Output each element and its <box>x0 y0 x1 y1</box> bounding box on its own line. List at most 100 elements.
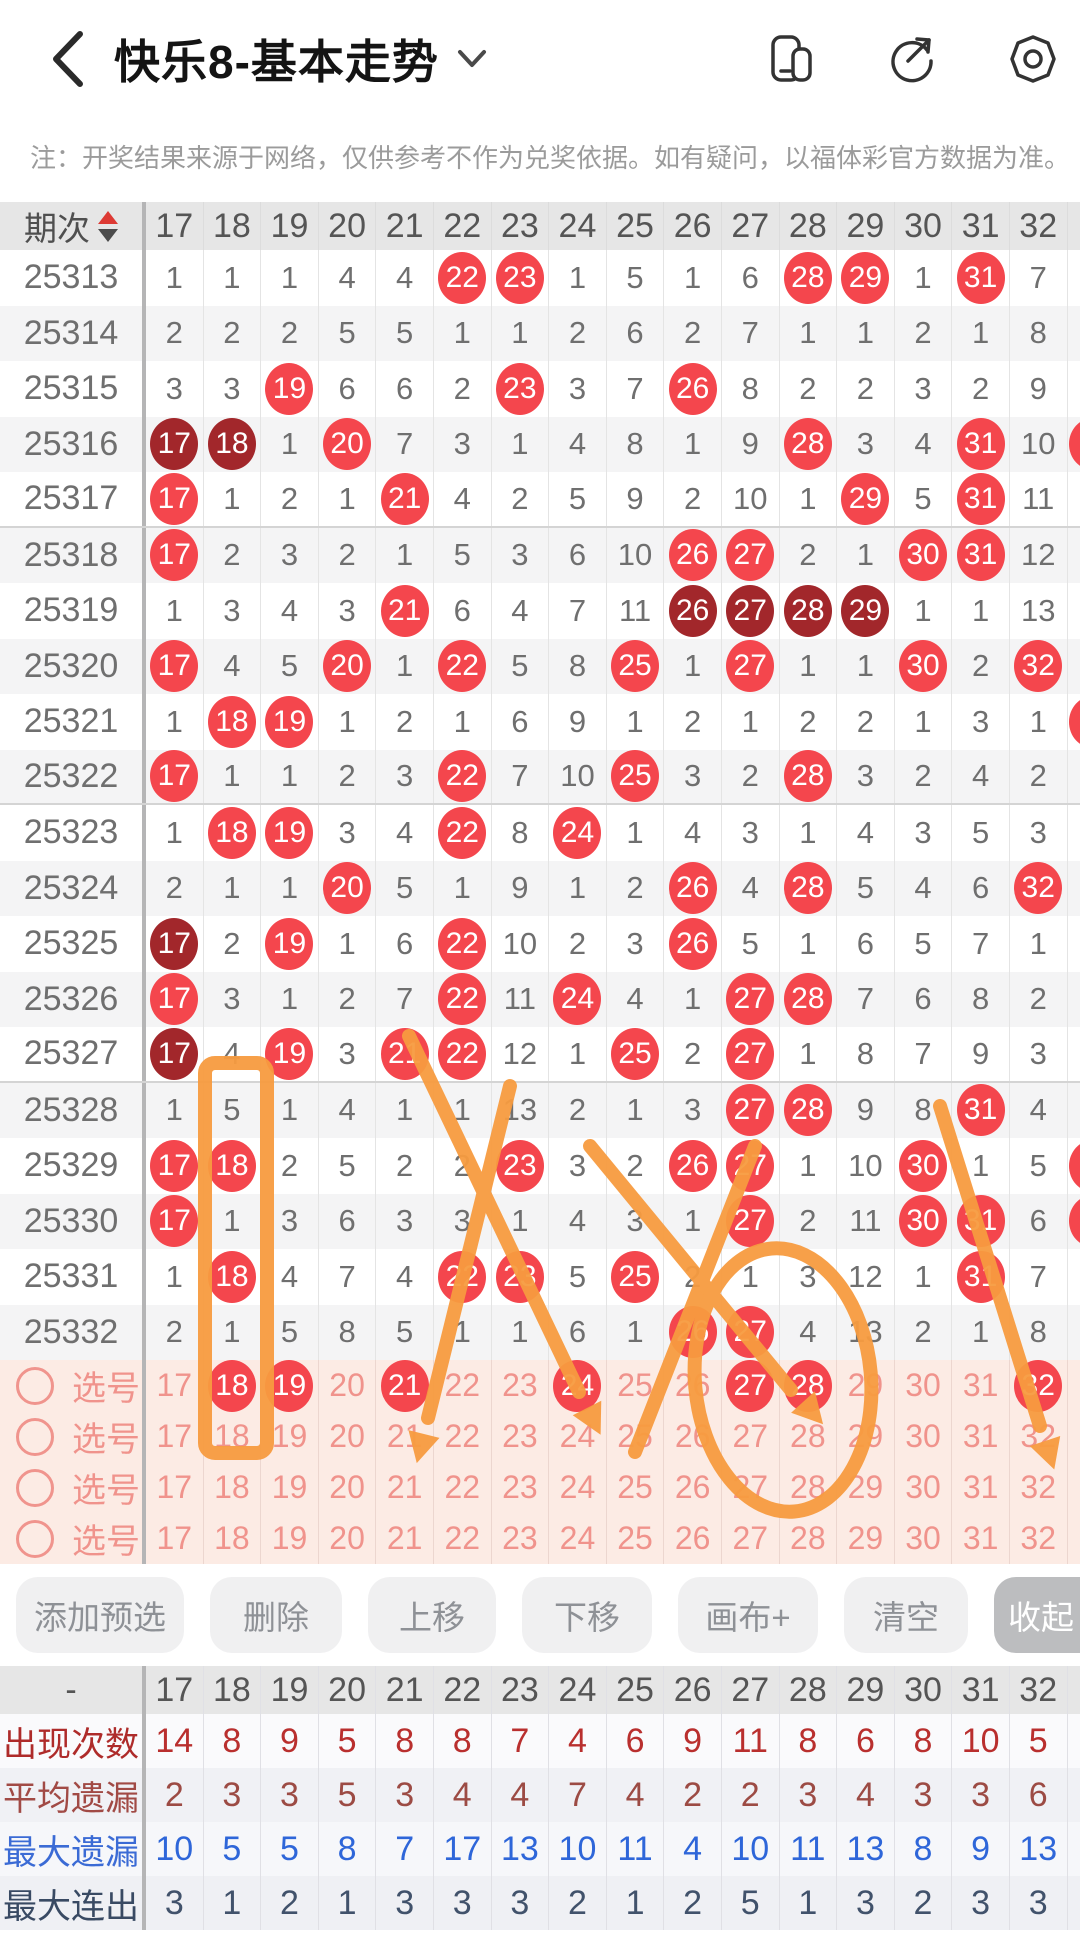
settings-icon[interactable] <box>1008 34 1058 84</box>
pick-number-cell[interactable]: 18 <box>204 1462 262 1513</box>
pick-number-cell[interactable]: 23 <box>492 1360 550 1411</box>
pick-number-cell[interactable]: 30 <box>895 1360 953 1411</box>
multi-screen-icon[interactable] <box>764 34 814 84</box>
row-edge-sliver <box>1068 361 1080 417</box>
back-button[interactable] <box>48 27 92 91</box>
pick-number-cell[interactable]: 25 <box>607 1411 665 1462</box>
pick-number-cell[interactable]: 26 <box>664 1360 722 1411</box>
pick-number-cell[interactable]: 31 <box>952 1411 1010 1462</box>
row-edge-sliver <box>1068 528 1080 584</box>
trend-cell: 17 <box>146 916 204 972</box>
stats-value-cell: 9 <box>261 1714 319 1768</box>
pick-number-cell[interactable]: 29 <box>837 1360 895 1411</box>
pick-number-cell[interactable]: 23 <box>492 1411 550 1462</box>
pick-number-cell[interactable]: 26 <box>664 1411 722 1462</box>
action-button-收起[interactable]: 收起 <box>994 1577 1080 1653</box>
pick-number-cell[interactable]: 24 <box>549 1513 607 1564</box>
pick-number-cell[interactable]: 27 <box>722 1462 780 1513</box>
pick-radio-button[interactable] <box>16 1519 54 1558</box>
pick-number-cell[interactable]: 29 <box>837 1513 895 1564</box>
pick-number-cell[interactable]: 32 <box>1010 1411 1068 1462</box>
pick-number-cell[interactable]: 31 <box>952 1462 1010 1513</box>
pick-number-cell[interactable]: 30 <box>895 1411 953 1462</box>
share-icon[interactable] <box>886 34 936 84</box>
pick-number-cell[interactable]: 28 <box>780 1359 838 1412</box>
stats-value-cell: 1 <box>204 1876 262 1930</box>
pick-number-cell[interactable]: 24 <box>549 1462 607 1513</box>
pick-number-cell[interactable]: 28 <box>780 1411 838 1462</box>
pick-number-cell[interactable]: 21 <box>376 1513 434 1564</box>
pick-number-cell[interactable]: 27 <box>722 1411 780 1462</box>
pick-number-cell[interactable]: 19 <box>261 1513 319 1564</box>
pick-number-cell[interactable]: 27 <box>722 1359 780 1412</box>
pick-number-cell[interactable]: 22 <box>434 1411 492 1462</box>
action-button-下移[interactable]: 下移 <box>522 1577 652 1653</box>
pick-number-cell[interactable]: 29 <box>837 1411 895 1462</box>
pick-number-cell[interactable]: 26 <box>664 1513 722 1564</box>
pick-number-cell[interactable]: 22 <box>434 1513 492 1564</box>
pick-number-cell[interactable]: 23 <box>492 1462 550 1513</box>
action-button-清空[interactable]: 清空 <box>844 1577 968 1653</box>
row-edge-sliver <box>1068 805 1080 861</box>
pick-number-cell[interactable]: 22 <box>434 1360 492 1411</box>
pick-number-cell[interactable]: 19 <box>261 1411 319 1462</box>
pick-number-cell[interactable]: 24 <box>549 1411 607 1462</box>
stats-value-cell: 10 <box>722 1822 780 1876</box>
pick-number-cell[interactable]: 17 <box>146 1513 204 1564</box>
pick-number-cell[interactable]: 17 <box>146 1360 204 1411</box>
pick-number-cell[interactable]: 18 <box>204 1359 262 1412</box>
action-button-添加预选[interactable]: 添加预选 <box>16 1577 184 1653</box>
action-button-上移[interactable]: 上移 <box>368 1577 496 1653</box>
pick-number-cell[interactable]: 21 <box>376 1359 434 1412</box>
pick-number-cell[interactable]: 31 <box>952 1513 1010 1564</box>
pick-number-cell[interactable]: 23 <box>492 1513 550 1564</box>
pick-number-cell[interactable]: 20 <box>319 1411 377 1462</box>
drawn-ball-consecutive: 26 <box>668 584 717 637</box>
title-dropdown-caret[interactable] <box>455 48 489 70</box>
pick-number-cell[interactable]: 25 <box>607 1360 665 1411</box>
pick-number-cell[interactable]: 25 <box>607 1513 665 1564</box>
pick-number-cell[interactable]: 20 <box>319 1462 377 1513</box>
pick-number-cell[interactable]: 21 <box>376 1462 434 1513</box>
pick-number-cell[interactable]: 31 <box>952 1360 1010 1411</box>
pick-radio-button[interactable] <box>16 1366 54 1405</box>
action-button-删除[interactable]: 删除 <box>210 1577 342 1653</box>
trend-cell: 17 <box>146 1138 204 1194</box>
pick-number-cell[interactable]: 29 <box>837 1462 895 1513</box>
row-edge-sliver <box>1068 1305 1080 1361</box>
pick-number-cell[interactable]: 18 <box>204 1411 262 1462</box>
drawn-ball: 25 <box>611 1027 660 1080</box>
pick-number-cell[interactable]: 30 <box>895 1513 953 1564</box>
trend-cell: 1 <box>952 1304 1010 1360</box>
pick-number-cell[interactable]: 19 <box>261 1462 319 1513</box>
pick-number-cell[interactable]: 21 <box>376 1411 434 1462</box>
pick-number-cell[interactable]: 19 <box>261 1359 319 1412</box>
pick-number-cell[interactable]: 28 <box>780 1462 838 1513</box>
table-row: 25331 1 18 4 7 4 22 23 5 25 2 1 3 12 1 31 7 <box>0 1249 1080 1305</box>
pick-number-cell[interactable]: 30 <box>895 1462 953 1513</box>
period-column-header[interactable]: 期次 <box>0 202 146 250</box>
pick-radio-button[interactable] <box>16 1468 54 1507</box>
drawn-ball: 26 <box>668 529 717 582</box>
trend-cell: 17 <box>146 971 204 1027</box>
pick-number-cell[interactable]: 17 <box>146 1411 204 1462</box>
pick-number-cell[interactable]: 24 <box>549 1359 607 1412</box>
stats-value-cell: 3 <box>837 1876 895 1930</box>
drawn-ball: 27 <box>726 1084 775 1137</box>
pick-number-cell[interactable]: 27 <box>722 1513 780 1564</box>
pick-number-cell[interactable]: 20 <box>319 1513 377 1564</box>
pick-radio-button[interactable] <box>16 1417 54 1456</box>
pick-number-cell[interactable]: 32 <box>1010 1462 1068 1513</box>
pick-number-cell[interactable]: 22 <box>434 1462 492 1513</box>
pick-number-cell[interactable]: 17 <box>146 1462 204 1513</box>
pick-number-cell[interactable]: 32 <box>1010 1359 1068 1412</box>
drawn-ball: 32 <box>1014 862 1063 915</box>
pick-number-cell[interactable]: 20 <box>319 1360 377 1411</box>
pick-number-cell[interactable]: 26 <box>664 1462 722 1513</box>
pick-number-cell[interactable]: 18 <box>204 1513 262 1564</box>
pick-number-cell[interactable]: 32 <box>1010 1513 1068 1564</box>
period-cell: 25328 <box>0 1082 146 1138</box>
pick-number-cell[interactable]: 25 <box>607 1462 665 1513</box>
action-button-画布+[interactable]: 画布+ <box>678 1577 818 1653</box>
pick-number-cell[interactable]: 28 <box>780 1513 838 1564</box>
